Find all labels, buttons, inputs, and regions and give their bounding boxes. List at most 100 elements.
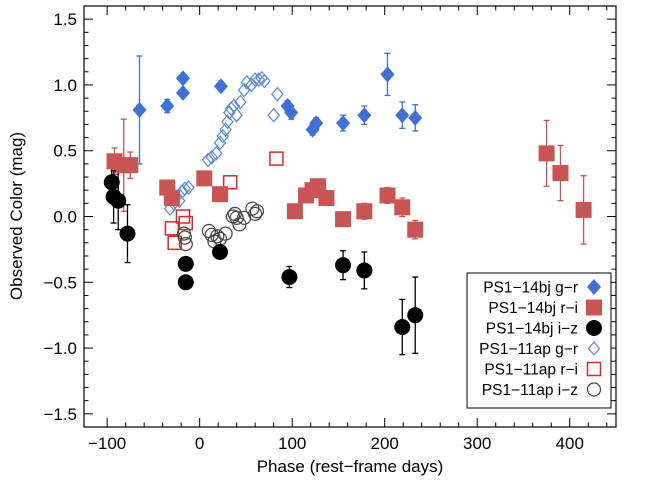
data-point: [395, 107, 410, 124]
data-point: [163, 201, 177, 217]
data-point: [103, 174, 120, 191]
data-point: [267, 107, 280, 123]
data-point: [160, 97, 175, 114]
legend-label: PS1−11ap i−z: [482, 382, 578, 399]
data-point: [309, 115, 324, 132]
y-tick-label: −1.0: [43, 339, 77, 358]
data-point: [175, 84, 190, 101]
legend-items: PS1−14bj g−r PS1−14bj r−i PS1−14bj i−z PS1−…: [479, 279, 602, 399]
data-point: [379, 187, 396, 204]
axis-ticks: [84, 6, 616, 427]
legend-marker: [587, 341, 601, 356]
data-point: [245, 77, 258, 93]
legend-box: [466, 272, 612, 409]
x-tick-label: −100: [88, 434, 126, 453]
legend-marker: [587, 279, 601, 295]
y-axis-title: Observed Color (mag): [7, 132, 26, 300]
data-point: [132, 101, 147, 118]
x-tick-label: 400: [556, 434, 584, 453]
data-point: [335, 211, 352, 228]
data-point: [216, 128, 230, 144]
data-point: [281, 269, 298, 286]
data-point: [163, 190, 180, 207]
legend-label: PS1−14bj r−i: [488, 300, 578, 317]
data-point: [221, 114, 234, 130]
data-point: [122, 157, 139, 174]
legend: PS1−14bj g−r PS1−14bj r−i PS1−14bj i−z PS1−…: [466, 272, 612, 409]
data-point: [229, 210, 244, 225]
data-point: [407, 307, 424, 324]
data-point: [213, 78, 228, 95]
data-point: [318, 190, 335, 207]
legend-label: PS1−11ap g−r: [479, 341, 578, 358]
data-point: [248, 72, 262, 88]
data-point: [177, 230, 192, 245]
data-point: [164, 221, 180, 236]
data-point: [175, 184, 189, 199]
legend-marker: [586, 382, 602, 397]
x-tick-label: 300: [463, 434, 491, 453]
x-axis-title: Phase (rest−frame days): [257, 457, 444, 476]
data-point: [284, 104, 299, 121]
data-point: [286, 203, 303, 220]
data-point: [248, 206, 263, 221]
data-point: [196, 170, 213, 187]
data-point: [356, 262, 373, 279]
y-tick-label: 1.0: [53, 76, 77, 95]
data-point: [222, 105, 236, 120]
data-point: [210, 145, 223, 161]
data-point: [249, 204, 265, 219]
data-point: [356, 203, 373, 220]
data-point: [178, 181, 192, 197]
data-point: [212, 244, 229, 261]
data-point: [210, 229, 225, 244]
data-point: [336, 115, 351, 132]
legend-marker: [586, 320, 602, 336]
data-markers: [103, 66, 592, 336]
legend-label: PS1−14bj i−z: [486, 321, 578, 338]
data-point: [182, 180, 195, 195]
y-tick-label: −1.5: [43, 405, 77, 424]
data-point: [219, 122, 232, 138]
data-point: [538, 145, 555, 162]
data-point: [212, 186, 229, 203]
x-tick-label: 200: [371, 434, 399, 453]
y-tick-label: −0.5: [43, 273, 77, 292]
data-point: [222, 175, 238, 190]
data-point: [380, 66, 395, 83]
data-point: [175, 70, 190, 87]
data-point: [218, 226, 233, 241]
data-point: [335, 257, 352, 274]
plot-area: [83, 5, 617, 428]
data-point: [178, 237, 193, 252]
data-point: [575, 201, 592, 218]
data-point: [552, 165, 569, 182]
data-point: [271, 86, 284, 102]
data-point: [119, 225, 136, 242]
y-tick-label: 1.5: [53, 10, 77, 29]
data-point: [408, 109, 423, 126]
data-point: [110, 192, 127, 209]
tick-labels: −100 0 100 200 300 400 −1.5 −1.0 −0.5 0.0 0.5 1.0 1.…: [43, 10, 583, 453]
data-point: [357, 107, 372, 124]
data-point: [394, 319, 411, 336]
data-point: [213, 135, 227, 151]
x-tick-label: 0: [195, 434, 204, 453]
data-point: [407, 221, 424, 238]
data-point: [177, 255, 194, 272]
y-tick-label: 0.5: [53, 142, 77, 161]
data-point: [204, 227, 219, 243]
legend-marker: [586, 361, 602, 377]
data-point: [178, 215, 194, 231]
legend-marker: [586, 299, 602, 316]
data-point: [230, 107, 243, 123]
x-tick-label: 100: [278, 434, 306, 453]
data-point: [177, 274, 194, 291]
data-point: [269, 151, 284, 166]
legend-label: PS1−14bj g−r: [483, 280, 578, 297]
legend-label: PS1−11ap r−i: [484, 362, 578, 379]
data-point: [258, 73, 271, 89]
data-point: [205, 149, 218, 165]
data-point: [394, 199, 411, 216]
